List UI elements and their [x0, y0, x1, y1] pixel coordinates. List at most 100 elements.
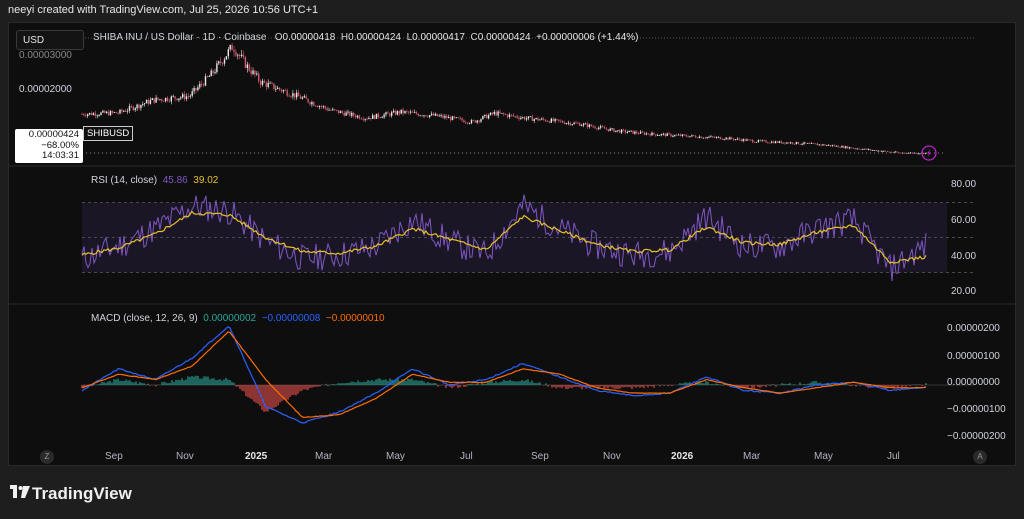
macd-histogram-bar: [917, 384, 919, 385]
candle-body: [869, 149, 872, 151]
candle-body: [151, 98, 153, 101]
candle-body: [875, 150, 877, 152]
macd-histogram-bar: [469, 383, 471, 385]
candle-body: [856, 148, 858, 150]
macd-histogram-bar: [297, 385, 299, 394]
macd-histogram-bar: [401, 379, 403, 385]
macd-histogram-bar: [269, 385, 271, 409]
candle-body: [765, 140, 767, 143]
auto-scale-button[interactable]: A: [973, 450, 987, 464]
candle-body: [670, 133, 672, 137]
macd-histogram-bar: [331, 384, 333, 385]
macd-histogram-bar: [825, 383, 827, 385]
candle-body: [377, 113, 380, 118]
chart-canvas[interactable]: [9, 23, 1015, 465]
candle-body: [214, 72, 216, 74]
candle-body: [594, 126, 596, 129]
macd-histogram-bar: [561, 385, 563, 389]
candle-body: [324, 106, 326, 109]
macd-histogram-bar: [295, 385, 297, 396]
candle-body: [347, 111, 349, 113]
candle-body: [679, 134, 682, 136]
candle-body: [157, 97, 159, 100]
chart-panel[interactable]: USD SHIBA INU / US Dollar · 1D · Coinbas…: [8, 22, 1016, 466]
candle-body: [482, 116, 484, 120]
macd-histogram-bar: [251, 385, 253, 400]
candle-body: [353, 112, 355, 116]
macd-histogram-bar: [699, 381, 701, 385]
candle-body: [136, 104, 138, 109]
macd-histogram-bar: [301, 385, 303, 391]
macd-histogram-bar: [765, 385, 767, 387]
candle-body: [579, 123, 581, 126]
candle-body: [258, 73, 260, 81]
candle-body: [233, 49, 235, 52]
macd-histogram-bar: [389, 378, 391, 385]
rsi-title: RSI (14, close): [91, 175, 158, 186]
candle-body: [571, 124, 573, 125]
low-value: 0.00000417: [412, 32, 465, 43]
macd-histogram-bar: [367, 380, 369, 385]
candle-body: [413, 112, 416, 113]
macd-histogram-bar: [703, 383, 705, 385]
candle-body: [305, 96, 307, 99]
candle-body: [220, 61, 222, 63]
candle-body: [731, 137, 733, 139]
candle-body: [835, 145, 837, 147]
candle-body: [423, 115, 425, 117]
macd-histogram-bar: [627, 385, 629, 388]
countdown: 14:03:31: [42, 150, 79, 161]
macd-histogram-bar: [249, 385, 251, 399]
macd-histogram-bar: [833, 383, 835, 385]
candle-body: [782, 142, 784, 144]
macd-histogram-bar: [567, 385, 569, 389]
candle-body: [265, 82, 267, 87]
macd-histogram-bar: [347, 382, 349, 385]
macd-histogram-bar: [345, 383, 347, 385]
candle-body: [159, 99, 161, 101]
macd-histogram-bar: [575, 385, 577, 388]
candle-body: [307, 98, 309, 103]
candle-body: [256, 73, 258, 75]
candle-body: [909, 152, 912, 154]
candle-body: [634, 131, 636, 134]
candle-body: [430, 113, 433, 116]
macd-histogram-bar: [91, 385, 93, 387]
macd-histogram-bar: [711, 383, 713, 385]
candle-body: [772, 141, 775, 144]
x-tick-label: May: [386, 451, 405, 462]
macd-histogram-bar: [231, 381, 233, 385]
candle-body: [497, 111, 499, 116]
macd-histogram-bar: [847, 384, 849, 385]
zoom-button[interactable]: Z: [40, 450, 54, 464]
candle-body: [267, 82, 269, 87]
x-tick-label: Sep: [531, 451, 549, 462]
macd-histogram-bar: [481, 382, 483, 385]
candle-body: [917, 153, 919, 155]
candle-body: [607, 129, 609, 131]
candle-body: [742, 139, 744, 142]
macd-histogram-bar: [219, 379, 221, 385]
macd-histogram-bar: [525, 380, 527, 385]
macd-histogram-bar: [531, 380, 533, 385]
candle-body: [560, 120, 562, 122]
candle-body: [216, 63, 218, 73]
candle-body: [358, 115, 361, 119]
currency-button[interactable]: USD: [16, 30, 84, 50]
macd-histogram-bar: [437, 385, 439, 387]
candle-body: [554, 119, 556, 122]
brand-logo[interactable]: TradingView: [10, 484, 132, 504]
candle-body: [674, 134, 676, 136]
candle-body: [924, 152, 927, 154]
macd-histogram-bar: [551, 385, 553, 388]
candle-body: [609, 128, 611, 131]
macd-histogram-bar: [713, 384, 715, 385]
candle-body: [733, 138, 735, 140]
candle-body: [845, 146, 847, 148]
candle-body: [487, 115, 490, 119]
candle-body: [841, 146, 843, 148]
macd-histogram-bar: [195, 375, 197, 385]
open-label: O: [274, 32, 283, 43]
candle-body: [341, 111, 343, 113]
candle-body: [620, 129, 623, 133]
